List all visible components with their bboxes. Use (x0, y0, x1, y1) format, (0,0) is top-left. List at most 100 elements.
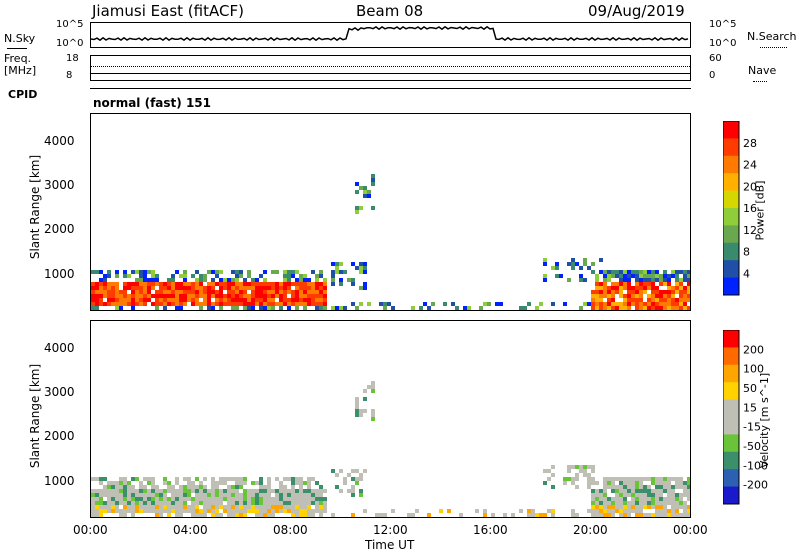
velocity-cell (187, 489, 191, 493)
velocity-cell (227, 505, 231, 509)
velocity-cell (563, 477, 567, 481)
power-cell (247, 298, 251, 302)
velocity-cell (551, 473, 555, 477)
velocity-cell (119, 493, 123, 497)
velocity-cell (675, 477, 679, 481)
power-cell (367, 302, 371, 306)
power-cell (599, 258, 603, 262)
power-cell (235, 274, 239, 278)
power-cell (175, 270, 179, 274)
velocity-cell (575, 485, 579, 489)
power-cell (679, 278, 683, 282)
power-cell (159, 294, 163, 298)
power-cell (339, 262, 343, 266)
velocity-cell (359, 493, 363, 497)
power-cell (603, 302, 607, 306)
velocity-cell (671, 489, 675, 493)
nsearch-label: N.Search (747, 30, 797, 43)
x-tick-label: 00:00 (673, 523, 708, 537)
power-cell (591, 290, 595, 294)
velocity-cell (595, 509, 599, 513)
power-cell (179, 282, 183, 286)
velocity-cell (239, 497, 243, 501)
velocity-cell (239, 509, 243, 513)
power-cell (671, 270, 675, 274)
power-cell (183, 274, 187, 278)
power-cell (167, 290, 171, 294)
power-cell (543, 278, 547, 282)
velocity-cell (643, 505, 647, 509)
velocity-cell (315, 481, 319, 485)
power-cell (631, 298, 635, 302)
velocity-cell (647, 489, 651, 493)
velocity-cell (163, 477, 167, 481)
velocity-cell (355, 397, 359, 401)
velocity-cell (671, 477, 675, 481)
power-cell (247, 286, 251, 290)
velocity-cell (103, 501, 107, 505)
velocity-cell (99, 481, 103, 485)
power-cell (599, 282, 603, 286)
power-cell (595, 282, 599, 286)
velocity-cell (311, 493, 315, 497)
power-cell (95, 306, 99, 310)
power-cell (155, 302, 159, 306)
power-cell (683, 306, 687, 310)
power-colorbar-tick: 4 (743, 267, 750, 280)
velocity-cell (679, 477, 683, 481)
velocity-cell (155, 489, 159, 493)
power-cell (299, 278, 303, 282)
power-cell (183, 278, 187, 282)
velocity-cell (663, 513, 667, 517)
velocity-cell (607, 513, 611, 517)
velocity-cell (287, 493, 291, 497)
power-cell (627, 270, 631, 274)
power-cell (195, 294, 199, 298)
power-cell (591, 270, 595, 274)
power-cell (655, 270, 659, 274)
power-cell (627, 278, 631, 282)
velocity-cell (675, 509, 679, 513)
velocity-cell (279, 501, 283, 505)
power-cell (687, 306, 690, 310)
power-cell (287, 278, 291, 282)
power-cell (143, 278, 147, 282)
velocity-cell (139, 501, 143, 505)
power-cell (647, 298, 651, 302)
velocity-cell (147, 489, 151, 493)
velocity-cell (187, 485, 191, 489)
power-cell (223, 278, 227, 282)
power-cell (259, 294, 263, 298)
velocity-cell (355, 409, 359, 413)
velocity-cell (263, 497, 267, 501)
velocity-cell (567, 465, 571, 469)
velocity-cell (243, 505, 247, 509)
velocity-cell (195, 485, 199, 489)
velocity-cell (171, 505, 175, 509)
velocity-cell (319, 497, 323, 501)
power-cell (611, 306, 615, 310)
velocity-cell (135, 493, 139, 497)
velocity-cell (347, 489, 351, 493)
velocity-cell (291, 505, 295, 509)
velocity-cell (107, 485, 111, 489)
velocity-cell (263, 509, 267, 513)
velocity-cell (623, 485, 627, 489)
power-cell (371, 174, 375, 178)
velocity-cell (107, 481, 111, 485)
power-cell (123, 298, 127, 302)
power-cell (219, 270, 223, 274)
power-cell (215, 290, 219, 294)
velocity-cell (203, 477, 207, 481)
velocity-cell (611, 505, 615, 509)
velocity-cell (639, 509, 643, 513)
velocity-cell (259, 509, 263, 513)
power-cell (111, 294, 115, 298)
power-cell (259, 298, 263, 302)
power-cell (143, 274, 147, 278)
power-cell (307, 298, 311, 302)
power-cell (107, 298, 111, 302)
power-cell (359, 262, 363, 266)
power-cell (659, 298, 663, 302)
velocity-cell (663, 481, 667, 485)
